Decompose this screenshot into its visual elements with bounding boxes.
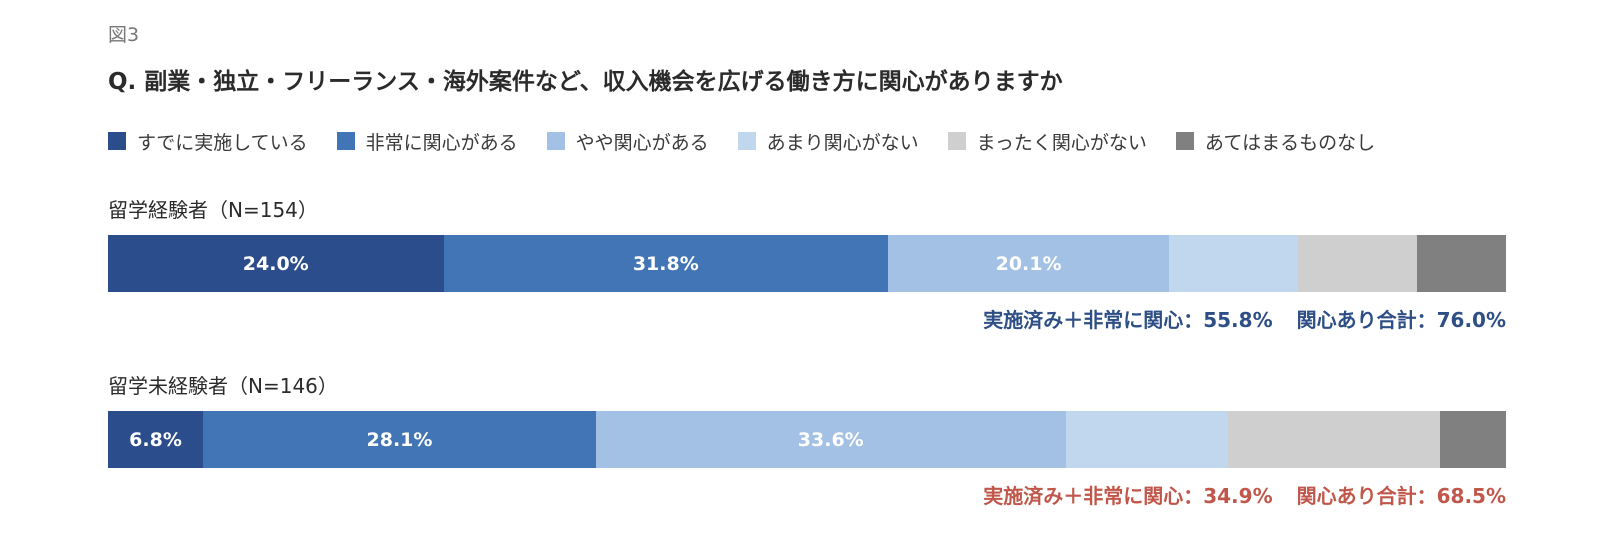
legend-label: すでに実施している <box>137 131 308 154</box>
legend-swatch <box>336 132 355 150</box>
summary-text: 実施済み＋非常に関心：55.8% 関心あり合計：76.0% <box>983 304 1506 333</box>
group-label: 留学未経験者（N=146） <box>108 374 338 398</box>
data-label: 24.0% <box>242 252 309 275</box>
data-label: 31.8% <box>632 252 699 275</box>
data-label: 20.1% <box>995 252 1062 275</box>
data-label: 33.6% <box>797 428 864 451</box>
bar-segment <box>1169 235 1298 292</box>
bar-segment: 33.6% <box>595 411 1066 468</box>
legend-item: まったく関心がない <box>947 128 1147 155</box>
summary-total: 関心あり合計：68.5% <box>1296 484 1506 508</box>
legend-item: 非常に関心がある <box>336 128 518 155</box>
legend-label: 非常に関心がある <box>365 131 518 154</box>
bar-segment <box>1440 411 1506 468</box>
bar-segment: 24.0% <box>108 235 444 292</box>
bar-segment: 6.8% <box>108 411 204 468</box>
bar-segment <box>1065 411 1228 468</box>
summary-combined: 実施済み＋非常に関心：34.9% <box>983 484 1273 508</box>
legend-item: あまり関心がない <box>737 128 919 155</box>
bar-segment <box>1227 411 1441 468</box>
legend-swatch <box>108 132 126 150</box>
legend-label: あまり関心がない <box>766 131 919 154</box>
bar-segment <box>1297 235 1417 292</box>
stacked-bar: 24.0% 31.8% 20.1% <box>108 235 1506 292</box>
legend-item: すでに実施している <box>108 128 308 155</box>
chart-title: Q. 副業・独立・フリーランス・海外案件など、収入機会を広げる働き方に関心があり… <box>108 69 1063 95</box>
legend: すでに実施している 非常に関心がある やや関心がある あまり関心がない まったく関心がな… <box>108 126 1404 156</box>
data-label: 28.1% <box>366 428 433 451</box>
bar-segment: 31.8% <box>443 235 889 292</box>
legend-label: まったく関心がない <box>976 131 1147 154</box>
legend-item: あてはまるものなし <box>1175 128 1376 155</box>
legend-swatch <box>546 132 565 150</box>
group-label: 留学経験者（N=154） <box>108 198 318 222</box>
data-label: 6.8% <box>129 428 182 451</box>
legend-label: やや関心がある <box>575 131 709 154</box>
summary-combined: 実施済み＋非常に関心：55.8% <box>983 308 1273 332</box>
summary-total: 関心あり合計：76.0% <box>1296 308 1506 332</box>
summary-text: 実施済み＋非常に関心：34.9% 関心あり合計：68.5% <box>983 480 1506 509</box>
bar-segment: 20.1% <box>888 235 1170 292</box>
legend-swatch <box>947 132 966 150</box>
bar-segment <box>1416 235 1506 292</box>
stacked-bar: 6.8% 28.1% 33.6% <box>108 411 1506 468</box>
figure-label: 図3 <box>108 24 140 46</box>
legend-label: あてはまるものなし <box>1204 131 1376 154</box>
bar-segment: 28.1% <box>203 411 596 468</box>
legend-swatch <box>737 132 756 150</box>
legend-swatch <box>1175 132 1194 150</box>
legend-item: やや関心がある <box>546 128 709 155</box>
